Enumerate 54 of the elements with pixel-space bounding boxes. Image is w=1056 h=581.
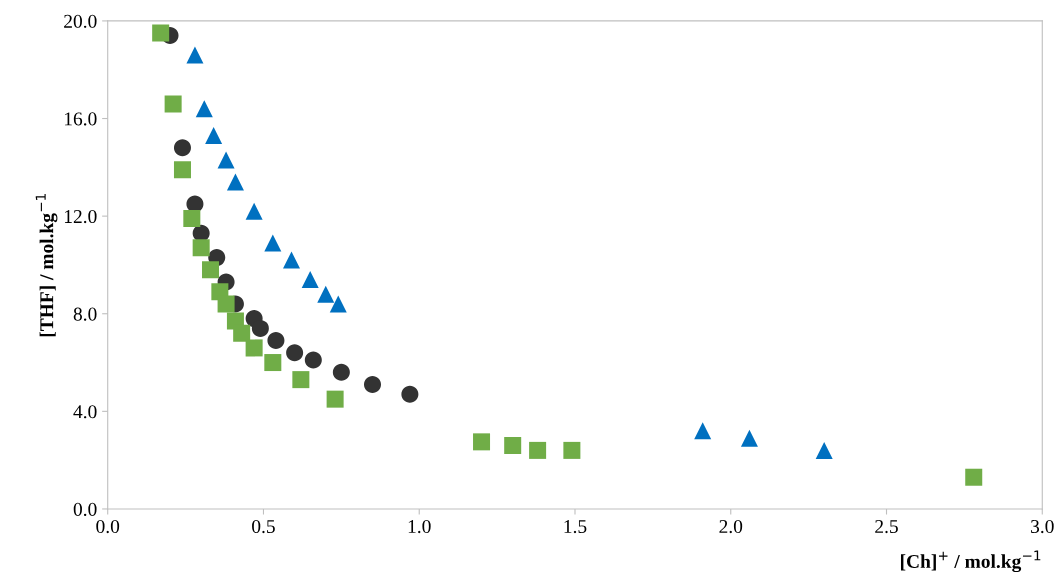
point	[364, 376, 382, 394]
x-tick-label: 1.0	[408, 519, 431, 534]
point	[965, 468, 983, 486]
y-tick-label: 16.0	[64, 112, 97, 126]
point	[317, 285, 335, 303]
point	[326, 390, 344, 408]
point	[563, 441, 581, 459]
point	[173, 161, 191, 179]
point	[740, 429, 758, 447]
x-tick-label: 2.0	[719, 519, 743, 534]
point	[217, 151, 235, 169]
point	[694, 422, 712, 440]
x-tick-label: 2.5	[875, 519, 898, 534]
point	[152, 24, 170, 42]
point	[192, 239, 210, 257]
y-tick-label: 4.0	[73, 405, 97, 419]
point	[301, 271, 319, 289]
point	[292, 371, 310, 389]
point	[251, 319, 269, 337]
point	[186, 46, 204, 64]
x-tick-label: 1.5	[564, 520, 587, 534]
point	[226, 173, 244, 191]
point	[195, 100, 213, 118]
y-tick-label: 0.0	[73, 502, 97, 516]
point	[286, 344, 304, 362]
y-tick-label: 12.0	[64, 209, 97, 224]
point	[815, 441, 833, 459]
point	[504, 437, 522, 455]
point	[202, 261, 220, 279]
point	[473, 433, 491, 451]
point	[332, 363, 350, 381]
y-tick-label: 8.0	[73, 307, 97, 321]
point	[217, 295, 235, 313]
point	[173, 139, 191, 157]
point	[164, 95, 182, 113]
y-tick-label: 20.0	[64, 14, 97, 28]
point	[205, 127, 223, 145]
y-axis-title: [THF] / mol.kg$^{−1}$	[35, 194, 58, 337]
point	[245, 202, 263, 220]
point	[329, 295, 347, 313]
point	[183, 210, 201, 228]
point	[529, 441, 547, 459]
point	[264, 354, 282, 372]
x-tick-label: 3.0	[1031, 519, 1054, 534]
point	[283, 251, 301, 269]
point	[245, 339, 263, 357]
point	[264, 234, 282, 252]
point	[267, 332, 285, 350]
point	[304, 351, 322, 369]
x-axis-title: [Ch]$^{+}$ / mol.kg$^{−1}$	[900, 550, 1041, 573]
point	[401, 385, 419, 403]
x-tick-label: 0.0	[96, 519, 120, 534]
x-tick-label: 0.5	[252, 519, 275, 534]
point	[233, 324, 251, 342]
